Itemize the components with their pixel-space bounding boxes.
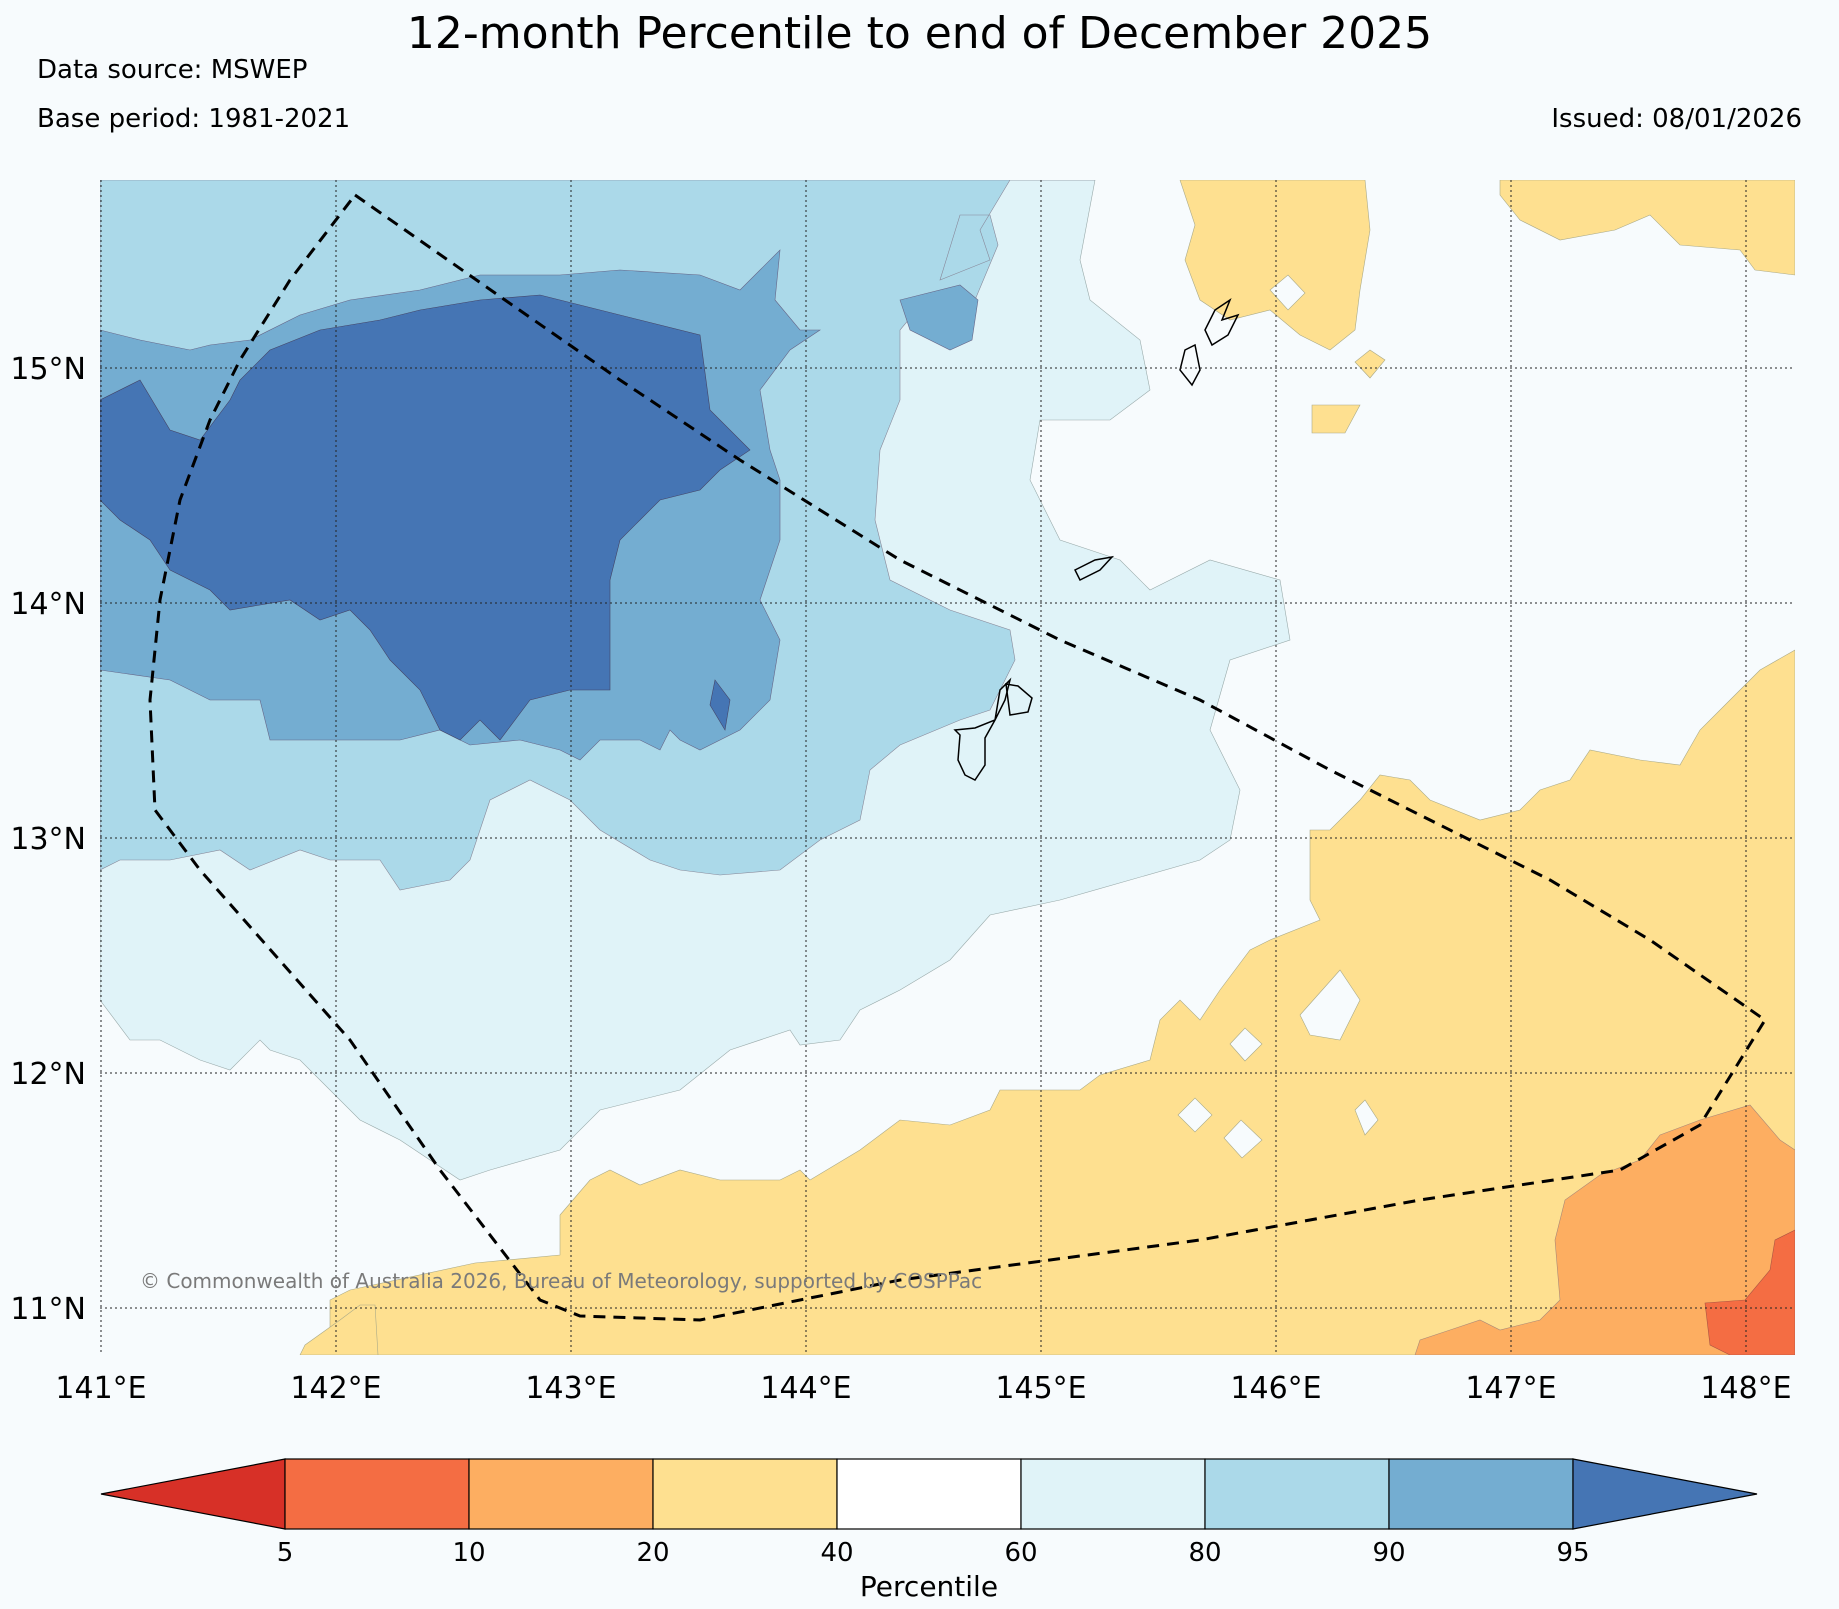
page-title: 12-month Percentile to end of December 2… bbox=[406, 8, 1433, 59]
colorbar-tick: 90 bbox=[1372, 1538, 1405, 1568]
colorbar-seg-7 bbox=[1388, 1458, 1574, 1530]
colorbar-seg-5 bbox=[1020, 1458, 1206, 1530]
lat-tick: 13°N bbox=[10, 822, 86, 857]
issued-date: Issued: 08/01/2026 bbox=[1551, 104, 1802, 134]
colorbar-seg-4 bbox=[836, 1458, 1022, 1530]
lon-tick: 148°E bbox=[1700, 1371, 1791, 1406]
colorbar-tick: 40 bbox=[820, 1538, 853, 1568]
colorbar bbox=[100, 1458, 1758, 1530]
lon-tick: 146°E bbox=[1230, 1371, 1321, 1406]
pocket-e bbox=[1354, 1099, 1379, 1136]
lon-tick: 142°E bbox=[290, 1371, 381, 1406]
band-20-40-sw-patch bbox=[299, 1304, 379, 1355]
copyright-text: © Commonwealth of Australia 2026, Bureau… bbox=[140, 1269, 982, 1293]
lon-tick: 143°E bbox=[525, 1371, 616, 1406]
gridlines bbox=[100, 180, 1795, 1355]
lon-ticks: 141°E 142°E 143°E 144°E 145°E 146°E 147°… bbox=[55, 1371, 1791, 1406]
colorbar-tick: 60 bbox=[1004, 1538, 1037, 1568]
colorbar-seg-6 bbox=[1204, 1458, 1390, 1530]
colorbar-tick: 5 bbox=[277, 1538, 294, 1568]
band-above-95 bbox=[100, 294, 751, 741]
colorbar-tick: 80 bbox=[1188, 1538, 1221, 1568]
lat-tick: 12°N bbox=[10, 1057, 86, 1092]
island-south-right bbox=[1005, 683, 1033, 716]
colorbar-seg-1 bbox=[284, 1458, 470, 1530]
base-period: Base period: 1981-2021 bbox=[37, 104, 351, 134]
colorbar-seg-0 bbox=[100, 1458, 286, 1530]
colorbar-seg-3 bbox=[652, 1458, 838, 1530]
colorbar-tick: 10 bbox=[452, 1538, 485, 1568]
band-10-20 bbox=[1414, 1104, 1795, 1355]
lat-tick: 15°N bbox=[10, 352, 86, 387]
lon-tick: 147°E bbox=[1465, 1371, 1556, 1406]
lon-tick: 141°E bbox=[55, 1371, 146, 1406]
pocket-c bbox=[1177, 1097, 1213, 1133]
colorbar-tick: 20 bbox=[636, 1538, 669, 1568]
pocket-a bbox=[1299, 969, 1361, 1041]
lat-tick: 14°N bbox=[10, 587, 86, 622]
colorbar-label: Percentile bbox=[860, 1570, 998, 1603]
colorbar-seg-2 bbox=[468, 1458, 654, 1530]
data-source: Data source: MSWEP bbox=[37, 55, 308, 85]
map-area: © Commonwealth of Australia 2026, Bureau… bbox=[100, 180, 1795, 1355]
pocket-d bbox=[1223, 1119, 1263, 1159]
lat-ticks: 15°N 14°N 13°N 12°N 11°N bbox=[10, 352, 86, 1327]
band-20-40-ne bbox=[1179, 180, 1795, 434]
island-guam bbox=[953, 677, 1012, 781]
colorbar-seg-8 bbox=[1572, 1458, 1758, 1530]
colorbar-ticks: 5 10 20 40 60 80 90 95 bbox=[277, 1538, 1590, 1568]
band-20-40-se bbox=[329, 649, 1795, 1355]
colorbar-tick: 95 bbox=[1556, 1538, 1589, 1568]
band-5-10 bbox=[1704, 1229, 1795, 1355]
eez-boundary bbox=[148, 192, 1768, 1322]
island-middle bbox=[1073, 555, 1115, 582]
lon-tick: 144°E bbox=[760, 1371, 851, 1406]
lon-tick: 145°E bbox=[995, 1371, 1086, 1406]
island-north bbox=[1179, 298, 1240, 387]
band-40-60-island bbox=[1269, 274, 1306, 311]
pocket-b bbox=[1229, 1027, 1263, 1062]
lat-tick: 11°N bbox=[10, 1292, 86, 1327]
